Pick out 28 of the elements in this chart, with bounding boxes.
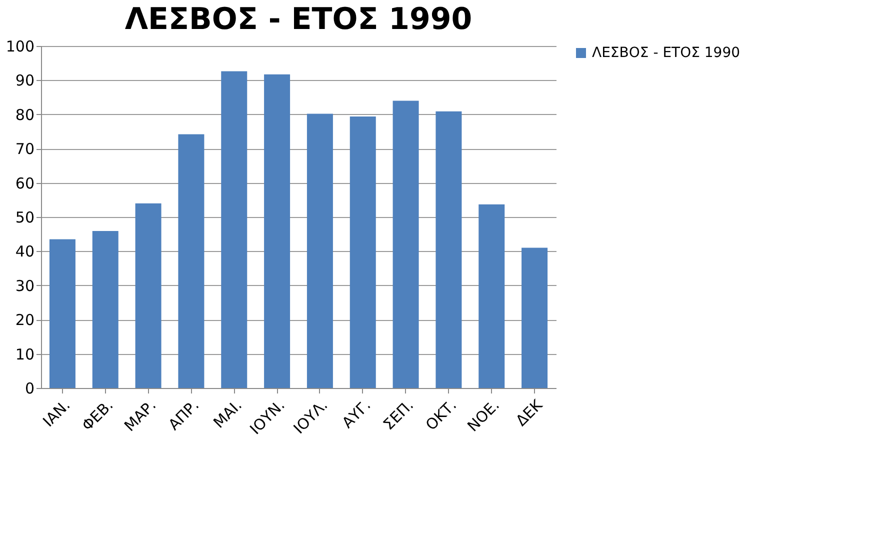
bar [135, 203, 162, 388]
y-tick-label: 0 [24, 380, 34, 398]
x-tick-label: ΜΑΙ. [210, 396, 246, 432]
y-tick-label: 80 [15, 106, 34, 124]
y-tick-label: 50 [15, 208, 34, 226]
y-tick-label: 60 [15, 174, 34, 192]
x-tick-label: ΦΕΒ. [78, 396, 117, 435]
bar [264, 74, 290, 388]
chart-title: ΛΕΣΒΟΣ - ΕΤΟΣ 1990 [124, 2, 472, 37]
y-tick-label: 30 [15, 276, 34, 295]
x-tick-label: ΙΑΝ. [39, 396, 74, 431]
bar [522, 248, 548, 388]
y-tick-label: 90 [15, 72, 34, 90]
y-tick-label: 70 [15, 140, 34, 158]
bar [478, 204, 505, 388]
bar [178, 134, 204, 388]
y-tick-label: 20 [15, 311, 34, 330]
bar [221, 71, 248, 388]
y-tick-label: 40 [15, 242, 34, 261]
bar [306, 114, 333, 388]
bar [49, 239, 76, 388]
y-tick-label: 10 [15, 345, 34, 364]
legend-label: ΛΕΣΒΟΣ - ΕΤΟΣ 1990 [592, 45, 740, 61]
bar [92, 231, 118, 388]
bar [436, 111, 462, 388]
bar [392, 100, 419, 388]
bar [350, 116, 376, 388]
y-tick-label: 100 [6, 38, 34, 56]
